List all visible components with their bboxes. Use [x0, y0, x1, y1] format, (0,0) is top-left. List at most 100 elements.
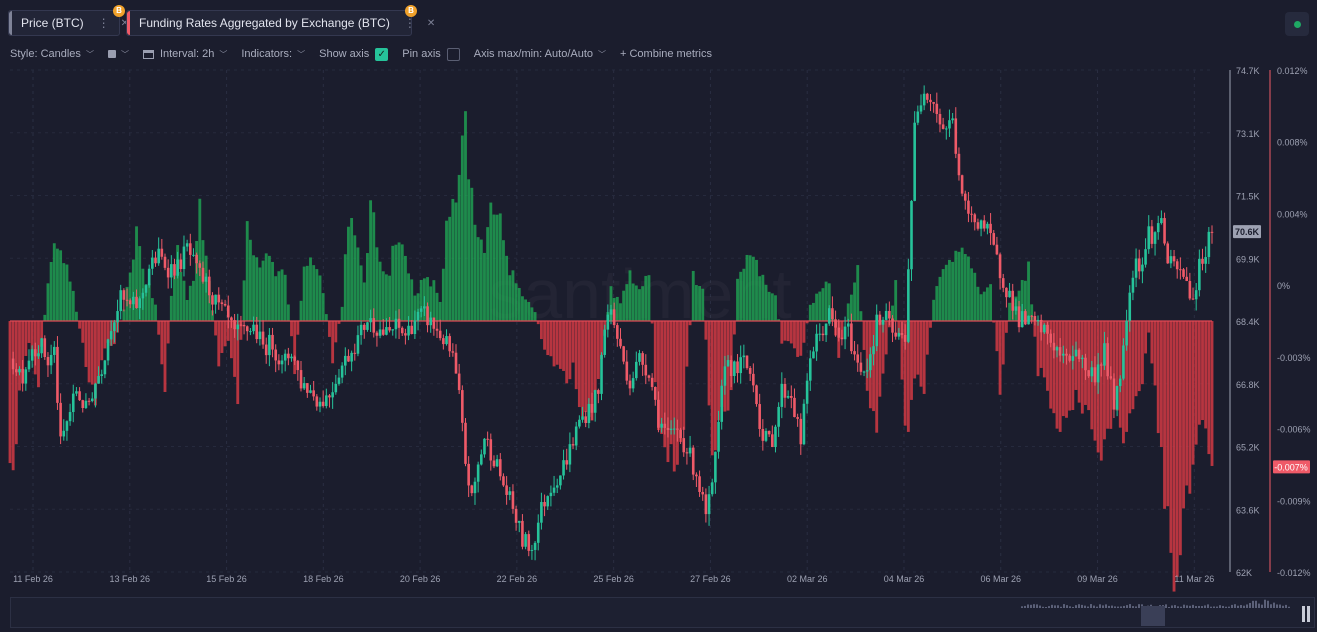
- candle-body: [672, 428, 676, 430]
- more-options-icon[interactable]: ⋮: [97, 16, 110, 30]
- axis-minmax-dropdown[interactable]: Axis max/min: Auto/Auto ﹀: [474, 48, 606, 60]
- funding-bar: [1207, 321, 1211, 455]
- funding-bar: [1134, 321, 1138, 397]
- funding-bar: [818, 291, 822, 321]
- funding-bar: [574, 321, 578, 390]
- candle-body: [245, 326, 249, 332]
- chevron-down-icon: ﹀: [598, 49, 606, 59]
- x-tick-label: 27 Feb 26: [690, 574, 731, 584]
- navigator-bar: [1183, 604, 1185, 608]
- price-tick-label: 62K: [1236, 568, 1252, 578]
- navigator-bar: [1237, 605, 1239, 608]
- style-dropdown[interactable]: Style: Candles ﹀: [10, 48, 94, 60]
- funding-bar: [1144, 321, 1147, 354]
- funding-bar: [211, 310, 214, 321]
- candle-body: [372, 318, 376, 333]
- funding-bar: [59, 250, 63, 321]
- candle-body: [853, 351, 856, 355]
- color-dropdown[interactable]: ﹀: [107, 49, 129, 60]
- funding-bar: [138, 246, 142, 321]
- candle-body: [1049, 333, 1052, 343]
- candle-body: [113, 322, 116, 332]
- funding-bar: [808, 304, 812, 321]
- candle-body: [128, 300, 132, 305]
- navigator-bar: [1096, 606, 1098, 608]
- candle-body: [378, 329, 382, 336]
- funding-bar: [457, 174, 461, 321]
- tab-price-btc[interactable]: Price (BTC) ⋮ ✕ B: [8, 5, 129, 36]
- funding-bar: [1153, 321, 1157, 386]
- candle-body: [1125, 320, 1128, 346]
- candle-body: [43, 338, 47, 358]
- funding-bar: [932, 299, 936, 321]
- range-navigator[interactable]: [10, 597, 1315, 628]
- interval-dropdown[interactable]: Interval: 2h ﹀: [142, 48, 227, 60]
- x-tick-label: 22 Feb 26: [497, 574, 538, 584]
- chart-canvas[interactable]: santiment 74.7K73.1K71.5K69.9K68.4K66.8K…: [0, 0, 1317, 597]
- navigator-bar: [1174, 605, 1176, 608]
- funding-bar: [1210, 321, 1214, 466]
- funding-bar: [1172, 321, 1176, 592]
- funding-bar: [793, 321, 796, 349]
- candle-body: [973, 214, 977, 223]
- funding-bar: [676, 321, 679, 465]
- navigator-bar: [1177, 606, 1179, 608]
- funding-bar: [1194, 321, 1198, 445]
- candle-body: [261, 331, 265, 345]
- candle-body: [306, 383, 309, 393]
- candle-body: [1077, 349, 1081, 360]
- candle-body: [597, 390, 600, 394]
- funding-bar: [758, 276, 762, 321]
- funding-bar: [1033, 321, 1037, 337]
- pin-axis-checkbox[interactable]: [446, 47, 460, 61]
- show-axis-label: Show axis: [319, 48, 370, 60]
- funding-bar: [650, 321, 654, 324]
- funding-bar: [600, 321, 603, 360]
- funding-bar: [619, 303, 622, 321]
- navigator-bar: [1021, 606, 1023, 608]
- indicators-dropdown[interactable]: Indicators: ﹀: [241, 48, 305, 60]
- tab-funding-rates[interactable]: Funding Rates Aggregated by Exchange (BT…: [126, 5, 435, 36]
- funding-bar: [375, 247, 379, 321]
- combine-metrics-button[interactable]: + Combine metrics: [620, 48, 712, 60]
- candle-body: [217, 294, 221, 303]
- candle-body: [758, 404, 761, 429]
- candle-body: [119, 290, 123, 312]
- candle-body: [739, 357, 742, 374]
- funding-bar: [565, 321, 569, 384]
- funding-bar: [441, 268, 445, 321]
- navigator-bar: [1060, 606, 1062, 608]
- candle-body: [992, 233, 996, 245]
- candle-body: [340, 365, 344, 378]
- navigator-bar: [1036, 604, 1038, 608]
- funding-bar: [925, 321, 929, 355]
- candle-body: [1156, 223, 1160, 233]
- navigator-bar: [1255, 600, 1257, 608]
- settings-button[interactable]: [1285, 12, 1309, 36]
- funding-bar: [43, 314, 47, 321]
- candle-body: [1160, 218, 1163, 224]
- candle-body: [685, 452, 689, 454]
- candle-body: [1163, 218, 1166, 244]
- funding-bar: [862, 321, 866, 350]
- funding-bar: [704, 321, 708, 340]
- funding-bar: [75, 311, 78, 321]
- show-axis-checkbox[interactable]: ✓: [375, 47, 389, 61]
- funding-bar: [160, 321, 164, 365]
- candle-body: [1188, 280, 1192, 299]
- navigator-bar: [1189, 605, 1191, 608]
- close-icon[interactable]: ✕: [120, 17, 130, 29]
- candle-body: [827, 308, 831, 324]
- close-icon[interactable]: ✕: [426, 17, 436, 29]
- candle-body: [521, 520, 524, 547]
- candle-body: [916, 111, 920, 123]
- funding-bar: [448, 216, 452, 321]
- navigator-handle[interactable]: [1141, 606, 1165, 626]
- show-axis-toggle[interactable]: Show axis ✓: [319, 47, 389, 61]
- candle-body: [388, 327, 391, 331]
- pin-axis-toggle[interactable]: Pin axis: [402, 47, 460, 61]
- candle-body: [1153, 232, 1157, 244]
- navigator-bar: [1222, 605, 1224, 608]
- more-options-icon[interactable]: ⋮: [403, 16, 416, 30]
- pause-icon[interactable]: [1302, 606, 1312, 622]
